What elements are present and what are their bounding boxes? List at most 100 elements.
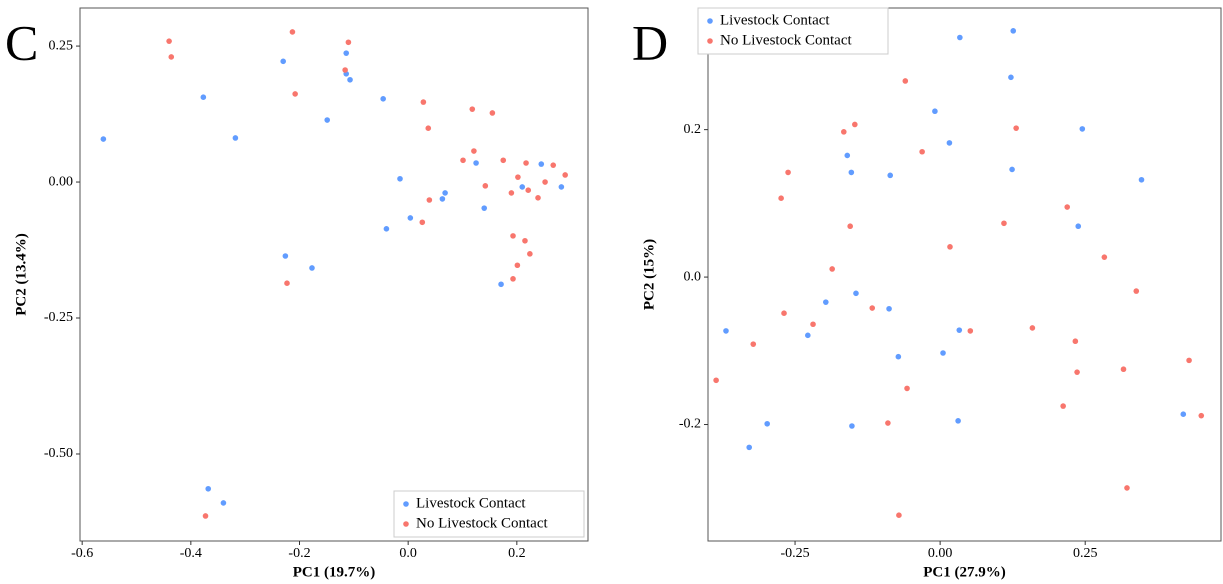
point (100, 136, 107, 142)
legend-marker (403, 521, 409, 527)
point (489, 110, 496, 116)
x-tick-label: 0.25 (1073, 546, 1098, 561)
point (887, 172, 894, 179)
point (904, 385, 910, 392)
point (847, 223, 853, 230)
point (764, 420, 770, 427)
point (460, 157, 466, 164)
point (1072, 338, 1079, 345)
point (946, 140, 953, 146)
plot-frame (79, 7, 589, 542)
point (778, 195, 784, 201)
point (514, 262, 521, 269)
point (383, 226, 390, 232)
point (442, 190, 448, 196)
point (324, 117, 331, 123)
y-tick-label: 0.2 (684, 122, 702, 137)
point (1060, 403, 1066, 409)
point (522, 237, 528, 244)
point (280, 58, 287, 65)
y-tick-label: -0.50 (44, 446, 73, 461)
point (289, 29, 296, 35)
point (829, 266, 835, 272)
point (840, 129, 847, 135)
point (785, 169, 791, 176)
point (849, 423, 855, 429)
point (869, 305, 876, 311)
x-tick-label: 0.0 (399, 546, 417, 561)
x-axis-title: PC1 (19.7%) (293, 564, 376, 580)
point (713, 377, 719, 384)
point (1010, 28, 1017, 34)
point (967, 328, 974, 334)
x-tick-label: -0.25 (780, 546, 809, 561)
point (1074, 369, 1080, 375)
legend-label: Livestock Contact (416, 495, 526, 511)
point (562, 172, 568, 178)
point (519, 184, 526, 190)
point (1008, 74, 1014, 81)
point (955, 418, 961, 424)
point (471, 148, 477, 154)
point (810, 321, 816, 328)
panel-label: C (5, 14, 38, 70)
point (932, 108, 938, 115)
point (473, 160, 479, 166)
legend-marker (707, 38, 713, 44)
point (419, 219, 426, 226)
y-tick-label: 0.0 (684, 269, 702, 284)
point (482, 183, 489, 189)
point (956, 327, 963, 333)
point (347, 76, 353, 83)
point (1133, 288, 1140, 294)
point (168, 54, 175, 60)
point (1124, 485, 1130, 491)
point (902, 78, 909, 84)
point (525, 187, 532, 193)
point (1075, 223, 1082, 230)
point (535, 195, 541, 201)
point (345, 39, 352, 46)
point (1120, 366, 1127, 373)
point (1180, 411, 1187, 418)
point (284, 280, 290, 287)
point (309, 265, 315, 271)
point (202, 513, 209, 519)
point (750, 341, 757, 347)
point (1101, 254, 1108, 260)
point (957, 34, 963, 41)
point (746, 444, 753, 451)
point (805, 332, 811, 339)
point (1001, 220, 1007, 227)
panel-label: D (632, 14, 668, 70)
point (558, 184, 565, 190)
point (885, 420, 891, 426)
legend-label: No Livestock Contact (720, 32, 852, 48)
point (1013, 125, 1019, 131)
point (292, 91, 298, 97)
point (200, 94, 207, 100)
point (527, 251, 533, 257)
y-tick-label: -0.25 (44, 310, 73, 325)
point (852, 121, 858, 128)
legend-box (697, 7, 889, 55)
point (538, 161, 545, 167)
point (232, 135, 239, 141)
point (515, 174, 521, 180)
point (1009, 166, 1015, 173)
point (1079, 126, 1086, 132)
point (886, 305, 892, 312)
point (469, 106, 476, 112)
point (426, 197, 433, 203)
point (947, 244, 953, 250)
legend-box (393, 490, 585, 538)
point (380, 96, 386, 102)
point (1186, 357, 1192, 364)
point (542, 179, 548, 185)
point (1029, 325, 1036, 331)
point (523, 160, 529, 166)
point (723, 328, 729, 334)
x-axis-title: PC1 (27.9%) (923, 564, 1006, 580)
point (781, 310, 787, 317)
